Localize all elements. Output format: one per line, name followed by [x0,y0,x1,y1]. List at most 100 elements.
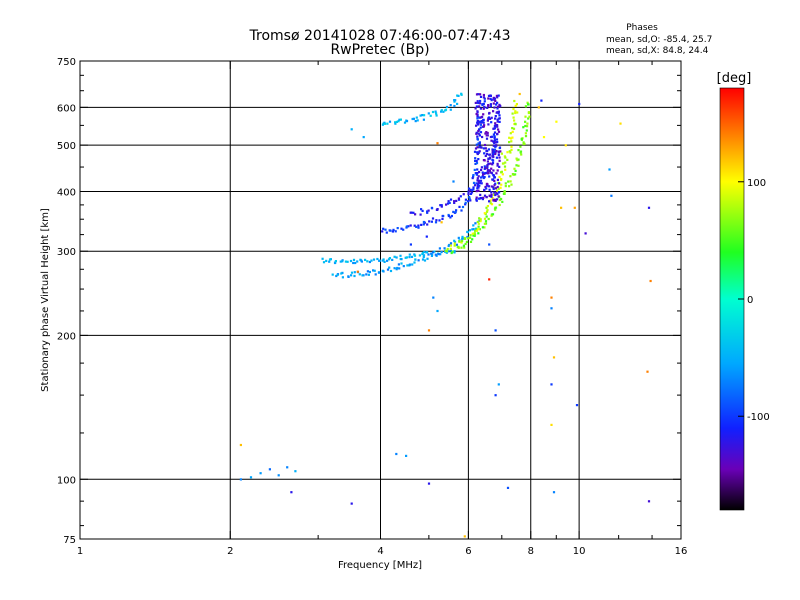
echo-point [494,117,497,120]
echo-point [472,224,475,227]
echo-point [484,154,487,157]
echo-point [408,256,411,259]
echo-point [421,258,425,261]
echo-point [422,255,425,259]
x-tick-label: 1 [77,546,83,557]
echo-point [491,161,495,164]
echo-point [433,250,436,253]
echo-point [460,209,463,212]
echo-point [506,486,510,489]
echo-point [494,182,497,185]
echo-point [490,185,493,188]
echo-point [239,443,242,447]
echo-point [391,230,394,233]
echo-point [494,145,497,148]
echo-point [484,171,487,175]
echo-point [477,142,480,145]
echo-point [420,223,423,226]
echo-point [508,136,511,139]
echo-point [464,237,467,240]
echo-point [498,146,501,150]
echo-point [335,274,338,278]
echo-point [441,217,444,220]
echo-point [510,148,513,151]
echo-point [427,482,431,485]
echo-point [493,127,496,130]
echo-point [377,271,381,274]
y-tick-label: 200 [57,331,76,342]
echo-point [417,226,420,229]
echo-point [477,228,480,231]
echo-point [514,122,517,125]
echo-point [513,99,516,103]
y-tick-label: 75 [63,535,76,546]
echo-point [460,241,463,244]
echo-point [476,168,479,171]
echo-point [486,164,489,167]
echo-point [464,242,467,246]
echo-point [487,94,491,97]
echo-point [448,201,451,204]
echo-point [417,224,420,227]
echo-point [478,102,482,105]
echo-point [358,273,361,276]
echo-point [422,118,425,121]
echo-point [478,181,482,184]
echo-point [468,229,471,232]
echo-point [497,128,500,131]
echo-point [492,153,495,156]
echo-point [495,138,499,141]
echo-point [483,143,487,147]
echo-point [364,258,367,261]
echo-point [479,107,482,110]
echo-point [510,183,513,186]
echo-point [487,185,491,188]
echo-point [488,169,491,172]
echo-point [496,198,499,201]
echo-point [400,262,403,265]
echo-point [498,114,501,117]
echo-point [506,158,509,161]
echo-point [479,99,482,103]
echo-point [486,131,489,135]
echo-point [495,94,498,97]
echo-point [474,157,477,160]
echo-point [477,179,480,182]
echo-point [514,104,517,107]
echo-point [350,502,353,505]
echo-point [453,104,456,108]
echo-point [476,187,479,190]
echo-point [509,180,512,183]
echo-point [453,242,456,245]
echo-point [492,174,495,177]
echo-point [479,179,483,182]
echo-point [474,229,477,232]
echo-point [445,251,448,254]
echo-point [455,199,458,202]
echo-point [461,235,464,238]
echo-point [492,149,495,152]
echo-point [437,253,440,256]
echo-point [421,209,424,212]
echo-point [440,110,443,113]
echo-point [500,152,503,155]
echo-point [469,188,472,191]
echo-point [483,212,486,215]
echo-point [393,267,396,270]
echo-point [493,125,496,128]
echo-point [473,168,476,171]
echo-point [526,125,529,128]
echo-point [480,176,483,179]
echo-point [472,228,475,231]
echo-point [396,227,399,230]
echo-point [485,137,489,140]
echo-point [490,121,493,124]
echo-point [415,225,418,228]
echo-point [398,267,401,270]
echo-point [422,254,426,257]
echo-point [527,103,530,106]
echo-point [410,211,413,214]
echo-point [477,132,480,135]
echo-point [492,186,495,189]
echo-point [472,181,476,184]
